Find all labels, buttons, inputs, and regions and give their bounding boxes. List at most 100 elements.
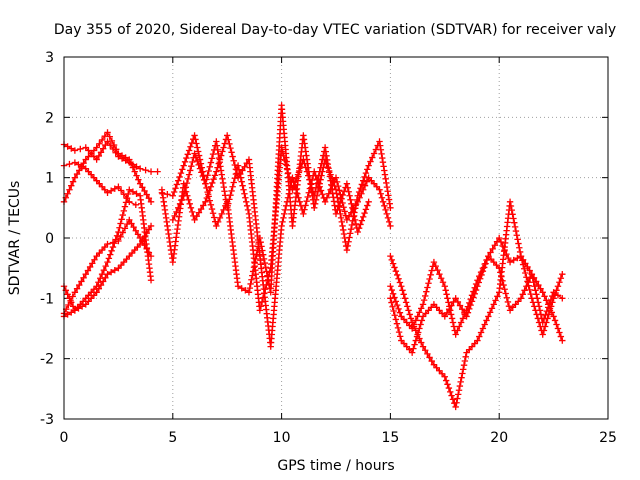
data-point-trail xyxy=(532,287,539,294)
data-point-trail xyxy=(327,186,334,193)
data-point-trail xyxy=(64,291,71,298)
data-point-trail xyxy=(379,159,387,166)
data-point-trail xyxy=(80,159,87,167)
data-point-trail xyxy=(283,165,291,172)
data-point-trail xyxy=(195,161,202,169)
data-point xyxy=(419,301,427,308)
data-point-trail xyxy=(340,230,348,238)
data-point-trail xyxy=(260,290,268,297)
data-point xyxy=(539,319,546,326)
data-point-trail xyxy=(483,317,490,324)
data-point xyxy=(376,138,383,145)
data-point-trail xyxy=(388,256,395,264)
data-point-trail xyxy=(117,233,124,240)
data-point-trail xyxy=(511,223,519,231)
data-point-trail xyxy=(505,302,513,310)
data-point-trail xyxy=(391,312,398,319)
data-point-trail xyxy=(172,185,179,192)
data-point-trail xyxy=(556,329,563,336)
data-point-trail xyxy=(347,225,355,233)
data-point-trail xyxy=(379,154,386,162)
data-point xyxy=(550,313,557,320)
data-point-trail xyxy=(502,290,509,297)
data-point xyxy=(300,156,307,163)
data-point-trail xyxy=(406,322,413,329)
data-point-trail xyxy=(503,294,511,301)
data-point-trail xyxy=(556,279,563,286)
data-point-trail xyxy=(534,295,541,302)
data-point-trail xyxy=(132,227,140,234)
data-point-trail xyxy=(402,299,410,306)
data-point-trail xyxy=(145,226,153,233)
data-point-trail xyxy=(540,327,548,334)
data-point-trail xyxy=(424,350,431,358)
data-point-trail xyxy=(396,333,404,340)
data-point-trail xyxy=(217,167,225,174)
data-point-trail xyxy=(317,187,325,194)
data-point-trail xyxy=(121,225,129,232)
data-point-trail xyxy=(193,140,200,147)
data-point xyxy=(474,283,481,290)
data-point-trail xyxy=(383,210,390,218)
data-point xyxy=(559,271,566,278)
data-point-trail xyxy=(192,154,200,161)
data-point-trail xyxy=(447,311,455,318)
data-point-trail xyxy=(532,278,540,285)
data-point-trail xyxy=(176,173,183,181)
data-point-trail xyxy=(352,202,359,209)
data-point-trail xyxy=(304,172,312,179)
data-point-trail xyxy=(111,185,118,192)
data-point-trail xyxy=(411,341,418,348)
data-point-trail xyxy=(68,299,75,306)
data-point xyxy=(550,289,557,296)
data-point-trail xyxy=(360,213,367,221)
data-point-trail xyxy=(214,164,221,171)
data-point-trail xyxy=(318,160,325,167)
data-point-trail xyxy=(109,243,117,251)
data-point-trail xyxy=(141,187,148,195)
data-point-trail xyxy=(406,346,413,353)
data-point-trail xyxy=(208,155,216,162)
data-point-trail xyxy=(185,171,193,178)
data-point-trail xyxy=(194,148,202,155)
data-point-trail xyxy=(192,136,199,143)
data-point-trail xyxy=(219,175,226,182)
data-point xyxy=(147,222,155,230)
data-point-trail xyxy=(521,287,528,294)
data-point-trail xyxy=(193,213,200,220)
data-point-trail xyxy=(324,160,332,168)
data-point-trail xyxy=(384,214,392,222)
data-point-trail xyxy=(328,181,335,189)
data-point-trail xyxy=(330,194,337,201)
data-point-trail xyxy=(415,329,422,336)
data-point-trail xyxy=(347,196,354,203)
data-point-trail xyxy=(228,149,235,156)
data-point-trail xyxy=(312,184,320,191)
data-point-trail xyxy=(247,280,254,288)
data-point-trail xyxy=(377,146,385,153)
data-point xyxy=(343,180,351,187)
data-point-trail xyxy=(417,321,424,328)
data-point xyxy=(311,192,318,199)
data-point-trail xyxy=(242,287,249,294)
data-point-trail xyxy=(66,160,73,168)
data-point-trail xyxy=(416,309,423,316)
data-point-trail xyxy=(457,378,464,386)
data-point-trail xyxy=(526,267,533,274)
data-point-trail xyxy=(78,163,85,171)
data-point-trail xyxy=(286,173,293,181)
data-point-trail xyxy=(460,361,468,369)
data-point-trail xyxy=(395,328,403,336)
data-point xyxy=(539,289,546,296)
data-point-trail xyxy=(361,173,368,181)
data-point-trail xyxy=(388,286,395,294)
data-point-trail xyxy=(325,165,332,172)
data-point-trail xyxy=(221,188,228,195)
data-point-trail xyxy=(388,299,395,306)
data-point-trail xyxy=(346,234,353,241)
data-point-trail xyxy=(112,236,119,243)
data-point-trail xyxy=(105,255,113,262)
data-point-trail xyxy=(323,156,331,164)
data-point-trail xyxy=(360,186,367,193)
